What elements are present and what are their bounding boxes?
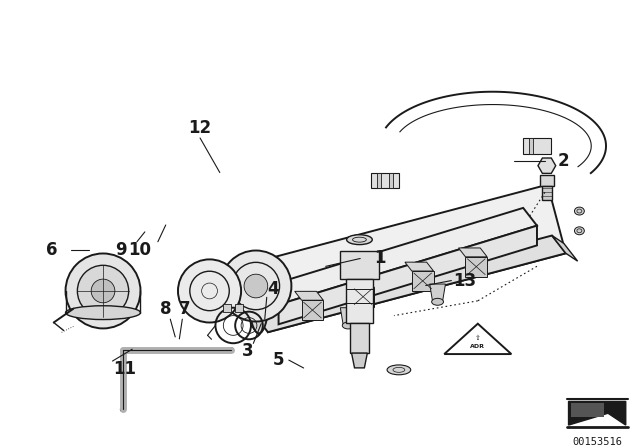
Polygon shape xyxy=(568,401,626,425)
Bar xyxy=(389,172,393,188)
Text: 00153516: 00153516 xyxy=(572,437,622,447)
Polygon shape xyxy=(254,236,566,332)
Text: 8: 8 xyxy=(159,300,171,318)
Text: 7: 7 xyxy=(179,300,190,318)
Bar xyxy=(223,304,231,312)
Polygon shape xyxy=(429,284,445,302)
Polygon shape xyxy=(412,271,433,291)
Polygon shape xyxy=(294,291,323,300)
Circle shape xyxy=(120,407,125,412)
Circle shape xyxy=(220,250,291,322)
Polygon shape xyxy=(278,226,537,324)
Ellipse shape xyxy=(575,207,584,215)
Text: 2: 2 xyxy=(557,152,569,170)
Ellipse shape xyxy=(431,298,444,305)
Polygon shape xyxy=(405,262,433,271)
Polygon shape xyxy=(572,403,604,417)
Polygon shape xyxy=(465,257,487,276)
Circle shape xyxy=(91,279,115,303)
Ellipse shape xyxy=(347,235,372,245)
Text: 9: 9 xyxy=(115,241,127,258)
Circle shape xyxy=(77,265,129,317)
Text: 5: 5 xyxy=(273,351,285,369)
Bar xyxy=(235,304,243,312)
Text: 6: 6 xyxy=(46,241,58,258)
Ellipse shape xyxy=(249,263,269,333)
Polygon shape xyxy=(346,278,374,287)
Bar xyxy=(346,279,373,323)
Polygon shape xyxy=(538,158,556,173)
Polygon shape xyxy=(340,308,356,325)
Bar xyxy=(371,172,399,188)
Polygon shape xyxy=(250,185,566,332)
Polygon shape xyxy=(352,287,374,306)
Bar xyxy=(377,172,381,188)
Polygon shape xyxy=(301,300,323,320)
Text: 3: 3 xyxy=(241,342,253,360)
Circle shape xyxy=(244,274,268,298)
Bar xyxy=(542,186,552,200)
Ellipse shape xyxy=(342,322,354,329)
Polygon shape xyxy=(265,208,537,305)
Text: 12: 12 xyxy=(189,119,212,137)
Bar xyxy=(340,251,379,279)
Polygon shape xyxy=(458,248,487,257)
Text: 10: 10 xyxy=(129,241,152,258)
Bar xyxy=(529,138,533,154)
Text: 4: 4 xyxy=(267,280,278,298)
Polygon shape xyxy=(552,236,578,261)
Circle shape xyxy=(228,348,234,353)
Text: 13: 13 xyxy=(454,271,477,289)
Ellipse shape xyxy=(65,306,141,319)
Text: ⇧: ⇧ xyxy=(475,335,481,341)
Polygon shape xyxy=(351,353,367,368)
Circle shape xyxy=(65,254,141,328)
Text: 1: 1 xyxy=(374,250,386,267)
Text: 11: 11 xyxy=(113,360,136,378)
Polygon shape xyxy=(444,324,511,354)
Circle shape xyxy=(178,259,241,323)
Ellipse shape xyxy=(575,227,584,235)
Bar xyxy=(540,175,554,186)
Ellipse shape xyxy=(387,365,411,375)
Text: ADR: ADR xyxy=(470,344,485,349)
Bar xyxy=(523,138,551,154)
Bar xyxy=(349,323,369,353)
